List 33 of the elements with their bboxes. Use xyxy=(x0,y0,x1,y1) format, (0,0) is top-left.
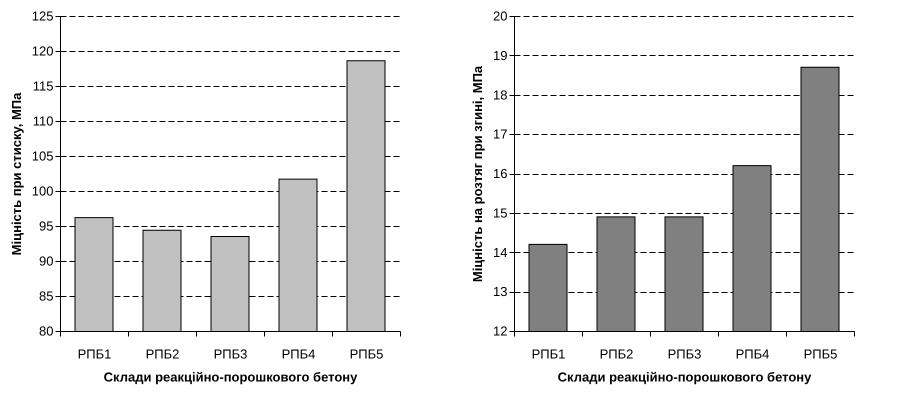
y-tick-label: 20 xyxy=(493,8,508,24)
y-tick-label: 115 xyxy=(32,78,54,94)
y-tick-label: 18 xyxy=(493,87,508,102)
y-tick-label: 14 xyxy=(493,244,508,260)
x-tick-label: РПБ5 xyxy=(804,346,838,362)
y-tick-label: 15 xyxy=(493,205,508,220)
y-axis-title: Міцність при стиску, МПа xyxy=(8,92,24,256)
y-tick-label: 90 xyxy=(39,254,54,268)
y-tick-label: 13 xyxy=(493,284,508,300)
y-tick-label: 19 xyxy=(493,48,508,63)
x-tick-label: РПБ4 xyxy=(282,346,316,362)
y-tick-label: 16 xyxy=(493,166,508,181)
y-tick-label: 125 xyxy=(32,8,54,24)
x-tick-label: РПБ1 xyxy=(78,346,112,362)
y-tick-label: 85 xyxy=(39,288,54,304)
x-axis-title: Склади реакційно-порошкового бетону xyxy=(104,370,358,384)
x-tick-label: РПБ1 xyxy=(532,346,566,362)
x-tick-label: РПБ3 xyxy=(668,346,702,362)
y-tick-label: 100 xyxy=(32,184,54,198)
x-axis-title: Склади реакційно-порошкового бетону xyxy=(558,370,812,384)
x-tick-label: РПБ2 xyxy=(600,346,634,362)
y-tick-label: 17 xyxy=(493,126,508,142)
y-tick-label: 95 xyxy=(39,218,54,234)
y-tick-label: 12 xyxy=(493,324,508,338)
y-tick-label: 110 xyxy=(32,114,54,128)
y-tick-label: 120 xyxy=(32,44,54,58)
x-tick-label: РПБ4 xyxy=(736,346,770,362)
x-tick-label: РПБ3 xyxy=(214,346,248,362)
y-tick-label: 80 xyxy=(39,324,54,338)
x-tick-label: РПБ5 xyxy=(350,346,384,362)
x-tick-label: РПБ2 xyxy=(146,346,180,362)
y-axis-title: Міцність на розтяг при згині, МПа xyxy=(470,65,486,282)
y-tick-label: 105 xyxy=(32,148,54,164)
